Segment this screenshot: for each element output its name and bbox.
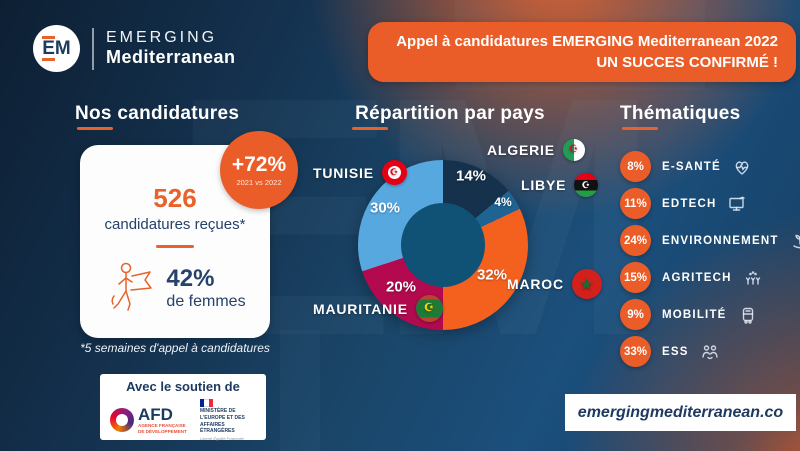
ess-label: ESS — [662, 345, 689, 358]
french-flag-icon — [200, 399, 213, 407]
candidatures-count: 526 — [153, 183, 197, 213]
tunisie-label: TUNISIE — [313, 164, 374, 181]
morocco-flag-icon: ★ — [571, 269, 602, 299]
slice-pct-maroc: 32% — [476, 266, 508, 284]
afd-subtitle: AGENCE FRANÇAISE DE DÉVELOPPEMENT — [138, 422, 187, 434]
women-stat: 42% de femmes — [80, 258, 270, 319]
theme-row-esante: 8% E-SANTÉ — [620, 148, 800, 185]
country-label-tunisie: TUNISIE ☪ — [313, 160, 407, 185]
slice-pct-tunisie: 30% — [369, 199, 401, 217]
brand-name: EMERGING Mediterranean — [106, 29, 236, 68]
repartition-title: Répartition par pays — [355, 103, 545, 124]
growth-value: +72% — [231, 153, 287, 176]
ministry-motto: Liberté Égalité Fraternité — [200, 436, 244, 441]
footnote: *5 semaines d'appel à candidatures — [80, 341, 270, 355]
edtech-label: EDTECH — [662, 197, 717, 210]
support-logos: AFD AGENCE FRANÇAISE DE DÉVELOPPEMENT MI… — [100, 394, 266, 441]
women-text: 42% de femmes — [166, 264, 246, 311]
country-label-mauritanie: MAURITANIE ☪ — [313, 295, 443, 322]
environnement-label: ENVIRONNEMENT — [662, 234, 779, 247]
community-icon — [700, 342, 720, 362]
candidatures-count-label: candidatures reçues* — [104, 216, 246, 233]
banner-line2: UN SUCCES CONFIRMÉ ! — [596, 54, 778, 71]
website-link[interactable]: emergingmediterranean.co — [577, 403, 784, 421]
agritech-pct: 15% — [620, 262, 651, 293]
slice-pct-mauritanie: 20% — [385, 278, 417, 296]
brand-name-line1: EMERGING — [106, 29, 218, 46]
edtech-pct: 11% — [620, 188, 651, 219]
environnement-pct: 24% — [620, 225, 651, 256]
ess-pct: 33% — [620, 336, 651, 367]
ministry-name: MINISTÈRE DE L'EUROPE ET DES AFFAIRES ÉT… — [200, 408, 245, 435]
thematiques-title-underline — [622, 127, 658, 130]
slice-pct-algerie: 14% — [455, 167, 487, 185]
card-divider — [156, 245, 194, 248]
repartition-title-underline — [352, 127, 388, 130]
afd-logo: AFD AGENCE FRANÇAISE DE DÉVELOPPEMENT — [110, 406, 190, 435]
libya-flag-icon: ☪ — [574, 173, 599, 197]
theme-row-mobilite: 9% MOBILITÉ — [620, 296, 800, 333]
growth-caption: 2021 vs 2022 — [236, 178, 282, 187]
theme-row-edtech: 11% EDTECH — [620, 185, 800, 222]
country-label-algerie: ALGERIE ☪ — [487, 139, 585, 161]
brand-divider — [92, 27, 94, 70]
bus-icon — [738, 305, 758, 325]
afd-name: AFD — [138, 404, 173, 424]
afd-ring-icon — [110, 408, 134, 433]
logo-letter-e: E — [42, 35, 55, 62]
mauritania-flag-icon: ☪ — [415, 295, 443, 322]
women-percentage: 42% — [166, 264, 215, 292]
hand-plant-icon — [790, 231, 800, 251]
heart-pulse-icon — [732, 157, 752, 177]
logo-letter-m: M — [54, 37, 71, 59]
country-donut-chart: 14% 4% 32% 20% 30% TUNISIE ☪ ALGERIE ☪ L… — [300, 135, 602, 350]
mobilite-label: MOBILITÉ — [662, 308, 727, 321]
slice-pct-libye: 4% — [494, 195, 512, 209]
country-label-maroc: MAROC ★ — [507, 269, 602, 299]
candidatures-title: Nos candidatures — [75, 103, 240, 124]
theme-row-agritech: 15% AGRITECH — [620, 259, 800, 296]
thematiques-title: Thématiques — [620, 103, 741, 124]
growth-badge: +72% 2021 vs 2022 — [220, 131, 298, 209]
esante-label: E-SANTÉ — [662, 160, 721, 173]
maroc-label: MAROC — [507, 276, 564, 292]
ministry-logo: MINISTÈRE DE L'EUROPE ET DES AFFAIRES ÉT… — [200, 399, 256, 441]
women-label: de femmes — [166, 292, 246, 310]
agritech-label: AGRITECH — [662, 271, 732, 284]
tunisia-flag-icon: ☪ — [381, 160, 407, 185]
headline-banner: Appel à candidatures EMERGING Mediterran… — [368, 22, 796, 82]
support-title: Avec le soutien de — [126, 379, 240, 394]
monitor-icon — [727, 194, 747, 214]
brand-name-line2: Mediterranean — [106, 47, 236, 67]
candidatures-title-underline — [77, 127, 113, 130]
banner-line1: Appel à candidatures EMERGING Mediterran… — [396, 33, 778, 50]
thematiques-list: 8% E-SANTÉ 11% EDTECH 24% ENVIRONNEMENT … — [620, 148, 800, 370]
algeria-flag-icon: ☪ — [562, 139, 585, 161]
crops-icon — [743, 268, 763, 288]
watermark-block — [280, 330, 320, 451]
woman-flag-icon — [104, 258, 156, 319]
libye-label: LIBYE — [521, 177, 567, 193]
country-label-libye: LIBYE ☪ — [521, 173, 599, 197]
support-box: Avec le soutien de AFD AGENCE FRANÇAISE … — [100, 374, 266, 441]
candidatures-card: +72% 2021 vs 2022 526 candidatures reçue… — [80, 131, 298, 338]
theme-row-environnement: 24% ENVIRONNEMENT — [620, 222, 800, 259]
donut-hole — [401, 203, 485, 287]
algerie-label: ALGERIE — [487, 142, 555, 158]
website-bar[interactable]: emergingmediterranean.co — [565, 394, 796, 431]
theme-row-ess: 33% ESS — [620, 333, 800, 370]
esante-pct: 8% — [620, 151, 651, 182]
mauritanie-label: MAURITANIE — [313, 300, 408, 317]
mobilite-pct: 9% — [620, 299, 651, 330]
